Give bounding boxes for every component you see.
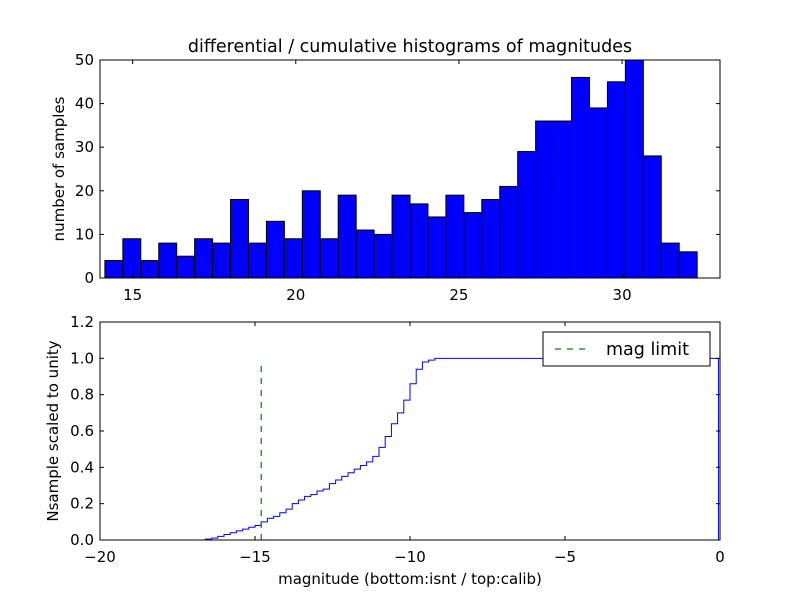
legend-maglimit-label: mag limit xyxy=(606,340,689,360)
histogram-bar xyxy=(247,242,267,279)
histogram-bar xyxy=(391,194,411,279)
histogram-bar xyxy=(481,199,501,279)
bottom-y-tick-label: 0.0 xyxy=(70,531,94,549)
bottom-y-tick-label: 0.6 xyxy=(70,422,94,440)
top-x-tick-label: 15 xyxy=(123,286,142,304)
top-y-tick-label: 30 xyxy=(75,138,94,156)
top-x-tick-label: 25 xyxy=(449,286,468,304)
legend: mag limit xyxy=(542,331,711,367)
histogram-bar xyxy=(176,255,196,279)
histogram-bar xyxy=(373,233,393,279)
top-y-tick-label: 50 xyxy=(75,51,94,69)
bottom-axes-ticks: −20 −15 −10 −5 0 0.0 0.2 0.4 0.6 0.8 1.0 1.2 xyxy=(70,313,725,566)
histogram-bar xyxy=(122,238,142,279)
histogram-bar xyxy=(678,251,698,279)
histogram-bar xyxy=(499,185,519,279)
bottom-y-tick-label: 0.8 xyxy=(70,386,94,404)
top-x-tick-label: 20 xyxy=(286,286,305,304)
bottom-x-tick-label: −5 xyxy=(554,548,576,566)
histogram-bar xyxy=(463,212,483,279)
top-y-axis-label: number of samples xyxy=(50,96,68,241)
top-axes-ticks: 15 20 25 30 0 10 20 30 40 50 xyxy=(75,51,720,304)
histogram-bar xyxy=(158,242,178,279)
bottom-y-tick-label: 1.0 xyxy=(70,349,94,367)
bottom-y-tick-label: 0.4 xyxy=(70,458,94,476)
histogram-bar xyxy=(140,260,160,279)
top-y-tick-label: 40 xyxy=(75,95,94,113)
top-y-tick-label: 10 xyxy=(75,225,94,243)
histogram-bar xyxy=(535,120,555,279)
histogram-bar xyxy=(445,194,465,279)
histogram-bar xyxy=(553,120,573,279)
histogram-bar xyxy=(230,199,249,279)
histogram-bar xyxy=(301,190,321,279)
histogram-bar xyxy=(624,59,644,279)
histogram-bar xyxy=(104,260,124,279)
top-histogram-axes: 15 20 25 30 0 10 20 30 40 50 number of samples xyxy=(50,51,721,304)
top-y-tick-label: 0 xyxy=(84,269,94,287)
bottom-y-tick-label: 1.2 xyxy=(70,313,94,331)
bottom-x-axis-label: magnitude (bottom:isnt / top:calib) xyxy=(278,570,542,588)
histogram-bar xyxy=(427,216,447,279)
bottom-x-tick-label: −20 xyxy=(84,548,116,566)
bottom-y-axis-label: Nsample scaled to unity xyxy=(44,340,62,521)
histogram-bar xyxy=(517,151,537,279)
bottom-x-tick-label: −10 xyxy=(394,548,426,566)
legend-box xyxy=(542,331,711,367)
histogram-bar xyxy=(571,76,590,279)
histogram-bar xyxy=(409,203,429,279)
cumulative-step-line xyxy=(100,357,719,541)
bottom-x-tick-label: 0 xyxy=(715,548,725,566)
histogram-bar xyxy=(212,242,232,279)
histogram-bars xyxy=(104,59,698,279)
histogram-bar xyxy=(660,242,680,279)
histogram-bar xyxy=(194,238,214,279)
bottom-cumulative-axes: −20 −15 −10 −5 0 0.0 0.2 0.4 0.6 0.8 1.0 1.2 Nsampl… xyxy=(44,313,725,588)
histogram-bar xyxy=(283,238,303,279)
histogram-bar xyxy=(606,81,626,279)
histogram-bar xyxy=(337,194,357,279)
cumulative-lines xyxy=(100,357,719,541)
histogram-bar xyxy=(355,229,375,279)
histogram-bar xyxy=(642,155,662,279)
top-chart-title: differential / cumulative histograms of … xyxy=(188,37,632,57)
bottom-y-tick-label: 0.2 xyxy=(70,495,94,513)
histogram-bar xyxy=(319,238,339,279)
histogram-bar xyxy=(588,107,608,279)
top-axes-frame xyxy=(99,59,721,279)
top-y-tick-label: 20 xyxy=(75,182,94,200)
top-x-tick-label: 30 xyxy=(613,286,632,304)
histogram-bar xyxy=(265,220,285,279)
bottom-x-tick-label: −15 xyxy=(239,548,271,566)
